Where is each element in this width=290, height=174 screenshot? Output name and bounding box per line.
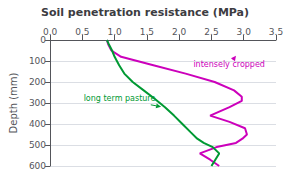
svg-text:1.0: 1.0 — [107, 27, 122, 37]
svg-text:2.5: 2.5 — [204, 27, 218, 37]
svg-text:200: 200 — [29, 77, 46, 87]
svg-text:3.0: 3.0 — [237, 27, 252, 37]
svg-text:3.5: 3.5 — [269, 27, 283, 37]
svg-text:long term pasture: long term pasture — [84, 94, 156, 103]
svg-text:600: 600 — [29, 161, 46, 171]
svg-text:Soil penetration resistance (M: Soil penetration resistance (MPa) — [41, 6, 249, 19]
svg-text:1.5: 1.5 — [140, 27, 154, 37]
svg-text:Depth (mm): Depth (mm) — [8, 72, 19, 133]
svg-text:300: 300 — [29, 98, 46, 108]
svg-text:0: 0 — [40, 35, 46, 45]
svg-text:400: 400 — [29, 119, 46, 129]
svg-text:0.5: 0.5 — [75, 27, 89, 37]
svg-text:0.0: 0.0 — [43, 27, 58, 37]
svg-text:2.0: 2.0 — [172, 27, 187, 37]
svg-text:100: 100 — [29, 56, 46, 66]
svg-text:500: 500 — [29, 140, 46, 150]
svg-text:intensely cropped: intensely cropped — [193, 60, 265, 69]
